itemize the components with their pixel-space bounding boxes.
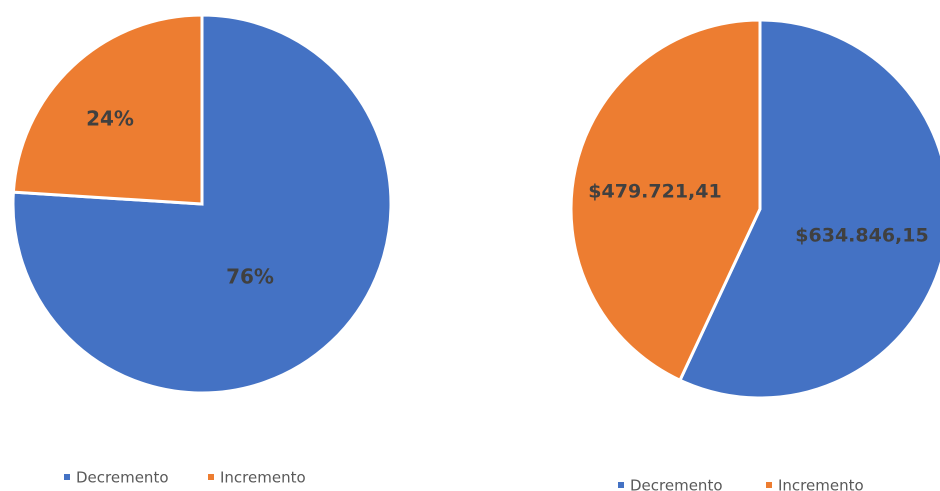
legend-swatch-decremento xyxy=(618,482,624,488)
legend-swatch-decremento xyxy=(64,474,70,480)
pie-slice-decremento xyxy=(677,18,940,400)
legend-label-incremento: Incremento xyxy=(778,477,864,491)
legend-label-decremento: Decremento xyxy=(630,477,723,491)
legend-swatch-incremento xyxy=(208,474,214,480)
pie-chart-right: $634.846,15 $479.721,41 Decremento Incremen… xyxy=(569,18,940,491)
data-label-decremento: 76% xyxy=(226,265,274,289)
legend-swatch-incremento xyxy=(766,482,772,488)
pie-slice-incremento xyxy=(11,13,204,206)
legend-label-incremento: Incremento xyxy=(220,469,306,487)
data-label-incremento: $479.721,41 xyxy=(588,181,721,203)
data-label-decremento: $634.846,15 xyxy=(795,225,928,247)
pie-slice-incremento xyxy=(569,18,762,383)
pie-chart-left: 76% 24% Decremento Incremento xyxy=(11,13,393,487)
data-label-incremento: 24% xyxy=(86,107,134,131)
legend-label-decremento: Decremento xyxy=(76,469,169,487)
